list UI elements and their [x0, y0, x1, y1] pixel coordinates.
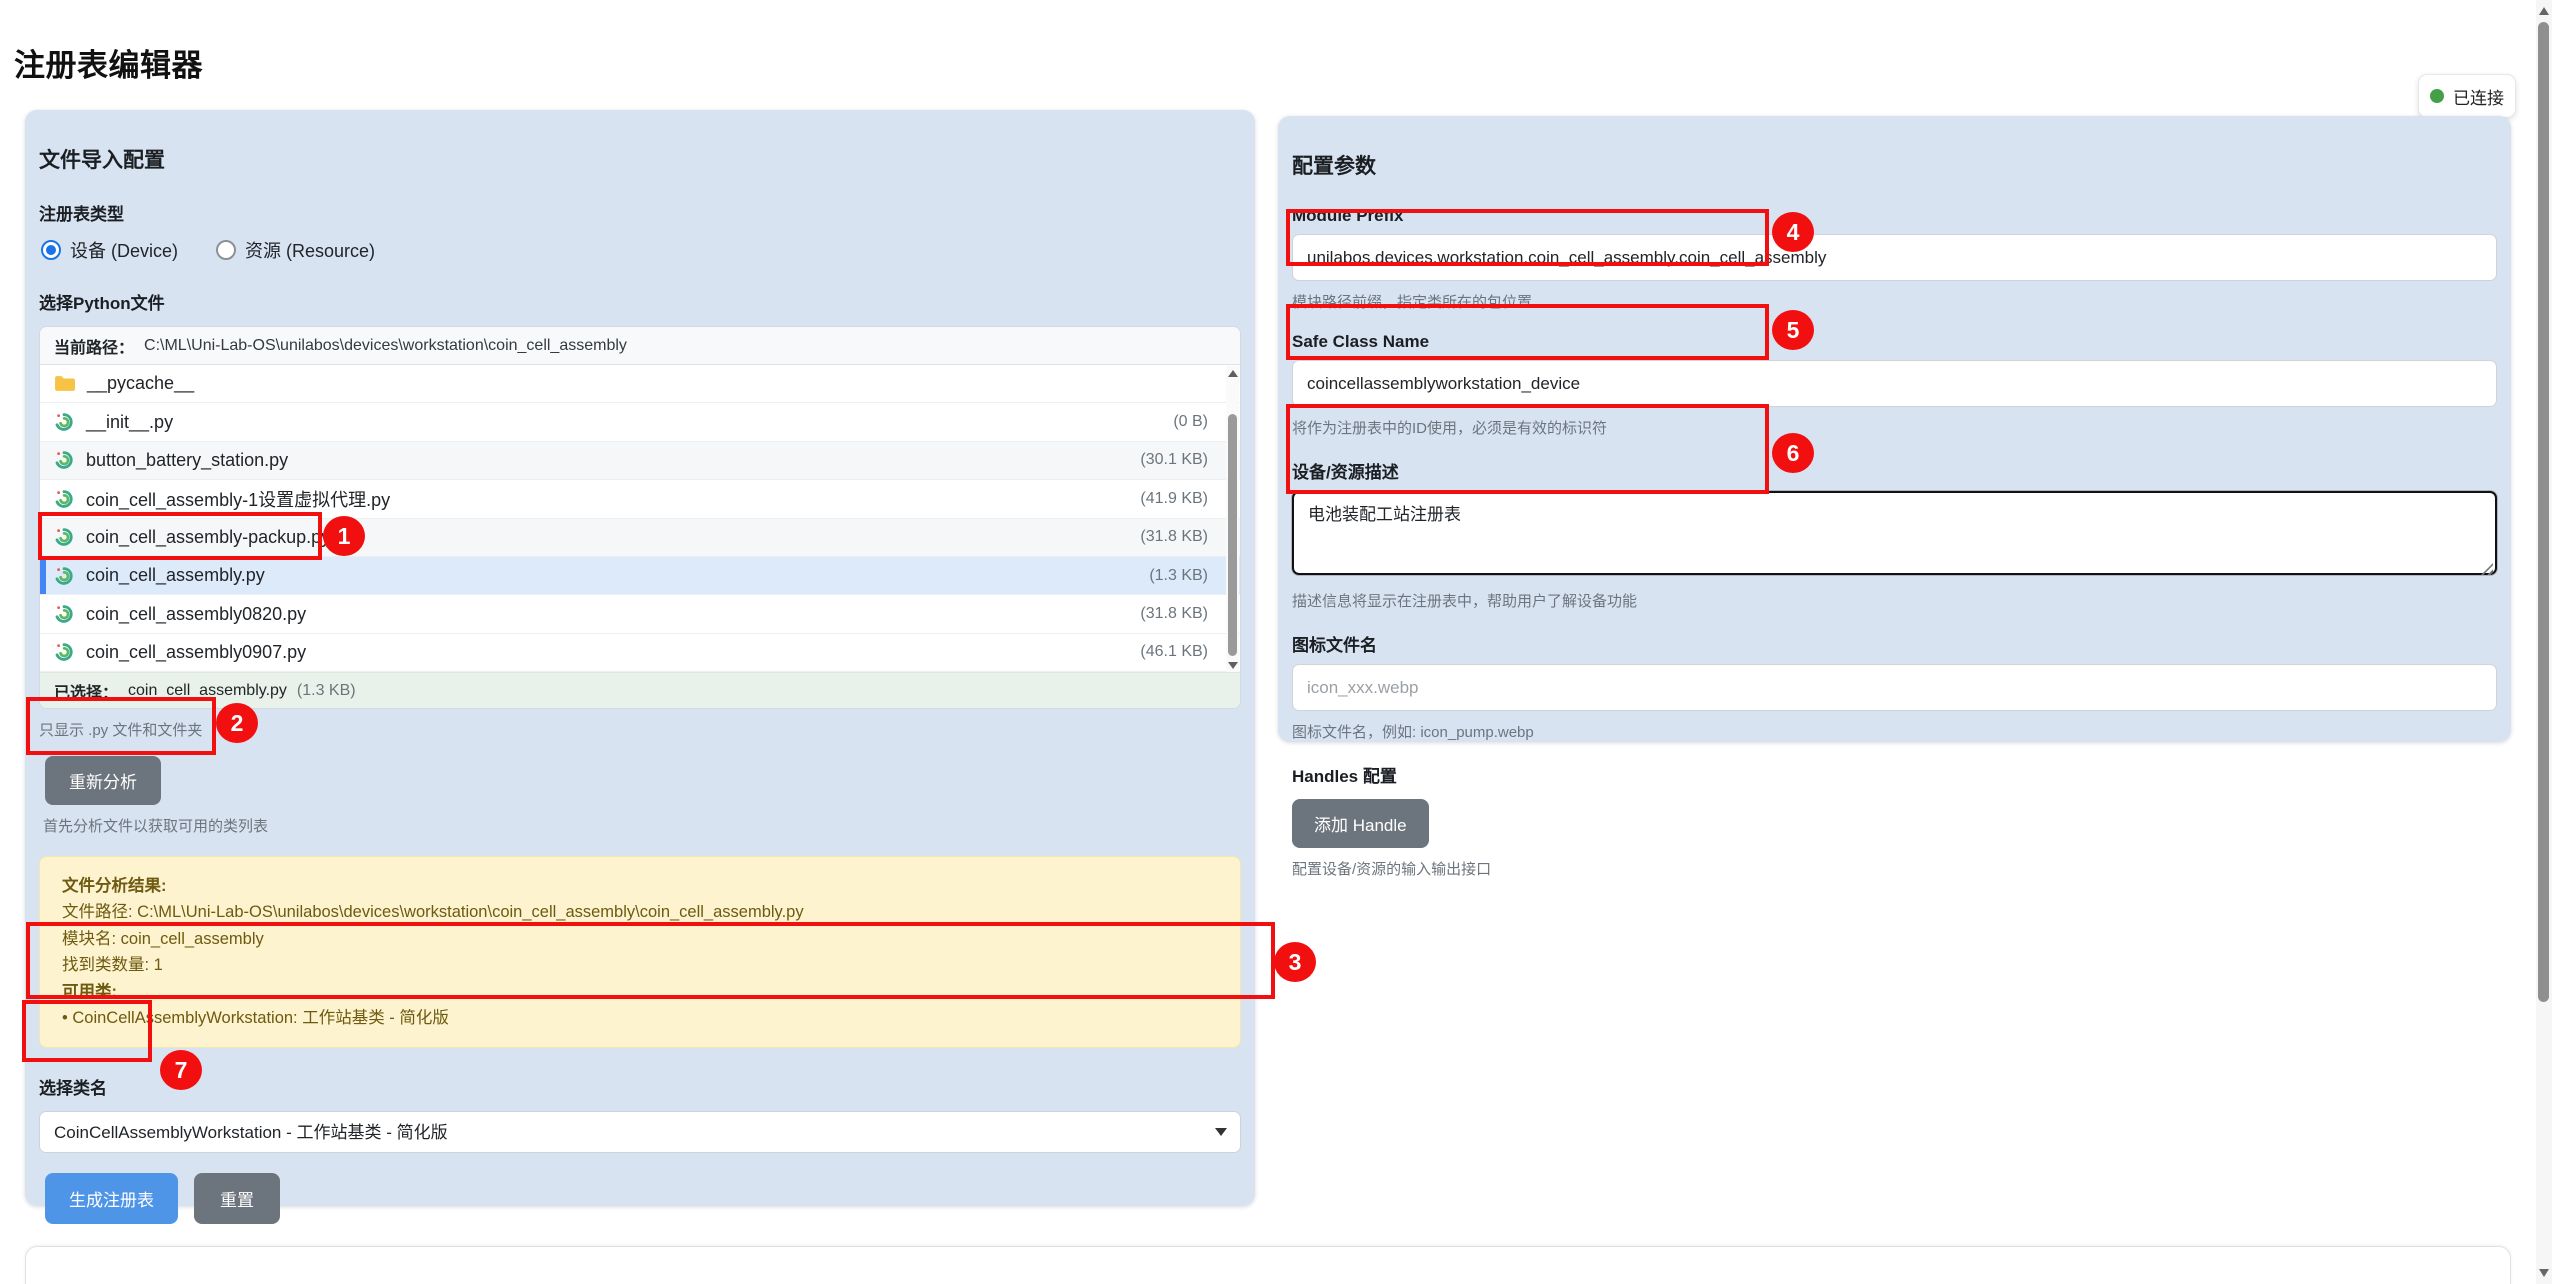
- selected-file-bar: 已选择： coin_cell_assembly.py (1.3 KB): [40, 672, 1240, 708]
- safe-class-name-input[interactable]: [1292, 360, 2497, 407]
- analysis-result-box: 文件分析结果: 文件路径: C:\ML\Uni-Lab-OS\unilabos\…: [39, 856, 1241, 1049]
- file-name: __init__.py: [86, 411, 174, 432]
- current-path-label: 当前路径：: [54, 339, 135, 357]
- selected-file-size: (1.3 KB): [296, 681, 356, 699]
- file-filter-hint: 只显示 .py 文件和文件夹: [39, 722, 203, 739]
- file-name: button_battery_station.py: [86, 449, 289, 470]
- file-size: (1.3 KB): [1149, 566, 1208, 584]
- page-scroll-up-icon[interactable]: [2539, 7, 2549, 15]
- module-prefix-input[interactable]: [1292, 234, 2497, 281]
- status-label: 已连接: [2453, 88, 2504, 108]
- analysis-result-title: 文件分析结果:: [62, 877, 167, 895]
- python-file-icon: [54, 527, 74, 547]
- analyze-hint: 首先分析文件以获取可用的类列表: [43, 818, 269, 835]
- registry-type-option-device[interactable]: 设备 (Device): [41, 237, 178, 263]
- file-import-title: 文件导入配置: [39, 149, 165, 172]
- file-size: (31.8 KB): [1140, 605, 1208, 623]
- python-file-icon: [54, 604, 74, 624]
- config-params-panel: 配置参数 Module Prefix 模块路径前缀，指定类所在的包位置 Safe…: [1278, 116, 2511, 878]
- file-row[interactable]: coin_cell_assembly.py (1.3 KB): [40, 556, 1240, 596]
- analysis-module-name: 模块名: coin_cell_assembly: [62, 929, 264, 948]
- python-file-icon: [54, 642, 74, 662]
- class-select-dropdown[interactable]: CoinCellAssemblyWorkstation - 工作站基类 - 简化…: [39, 1111, 1241, 1154]
- radio-label: 设备 (Device): [70, 241, 179, 261]
- python-file-icon: [54, 489, 74, 509]
- icon-file-hint: 图标文件名，例如: icon_pump.webp: [1292, 724, 1534, 741]
- analysis-class-count: 找到类数量: 1: [62, 956, 163, 975]
- handles-config-label: Handles 配置: [1292, 767, 1397, 786]
- registry-type-group: 设备 (Device) 资源 (Resource): [41, 237, 1241, 263]
- bottom-card: [25, 1246, 2511, 1284]
- radio-label: 资源 (Resource): [245, 241, 376, 261]
- python-file-icon: [54, 412, 74, 432]
- reanalyze-button[interactable]: 重新分析: [45, 756, 161, 805]
- file-name: __pycache__: [87, 373, 195, 394]
- add-handle-button[interactable]: 添加 Handle: [1292, 799, 1429, 848]
- radio-icon[interactable]: [41, 240, 61, 260]
- file-browser: 当前路径： C:\ML\Uni-Lab-OS\unilabos\devices\…: [39, 326, 1241, 709]
- file-row[interactable]: coin_cell_assembly0820.py (31.8 KB): [40, 595, 1240, 634]
- python-file-label: 选择Python文件: [39, 294, 165, 313]
- file-name: coin_cell_assembly.py: [86, 565, 265, 586]
- file-row[interactable]: __pycache__: [40, 365, 1240, 404]
- description-label: 设备/资源描述: [1292, 463, 1399, 482]
- file-list-scrollbar[interactable]: [1226, 366, 1239, 672]
- page-scrollbar[interactable]: [2536, 0, 2552, 1284]
- module-prefix-hint: 模块路径前缀，指定类所在的包位置: [1292, 294, 1533, 311]
- selected-file-name: coin_cell_assembly.py: [128, 681, 287, 699]
- safe-class-name-hint: 将作为注册表中的ID使用，必须是有效的标识符: [1292, 420, 1608, 437]
- page-title: 注册表编辑器: [14, 48, 203, 83]
- radio-icon[interactable]: [216, 240, 237, 260]
- analysis-available-class: • CoinCellAssemblyWorkstation: 工作站基类 - 简…: [62, 1008, 449, 1027]
- file-row[interactable]: coin_cell_assembly-1设置虚拟代理.py (41.9 KB): [40, 480, 1240, 519]
- file-size: (0 B): [1173, 413, 1208, 431]
- page-scroll-down-icon[interactable]: [2539, 1269, 2549, 1277]
- analysis-file-path: 文件路径: C:\ML\Uni-Lab-OS\unilabos\devices\…: [62, 903, 804, 922]
- file-name: coin_cell_assembly0820.py: [86, 603, 307, 624]
- registry-type-label: 注册表类型: [39, 205, 124, 224]
- page-scroll-thumb[interactable]: [2538, 22, 2549, 1002]
- description-hint: 描述信息将显示在注册表中，帮助用户了解设备功能: [1292, 593, 1638, 610]
- file-list-scroll-thumb[interactable]: [1228, 414, 1237, 656]
- file-row[interactable]: button_battery_station.py (30.1 KB): [40, 441, 1240, 481]
- safe-class-name-label: Safe Class Name: [1292, 332, 1430, 351]
- file-size: (41.9 KB): [1140, 489, 1208, 507]
- icon-file-label: 图标文件名: [1292, 636, 1377, 655]
- current-path-value: C:\ML\Uni-Lab-OS\unilabos\devices\workst…: [144, 336, 627, 354]
- selected-file-label: 已选择：: [54, 684, 119, 702]
- registry-type-option-resource[interactable]: 资源 (Resource): [216, 237, 375, 263]
- python-file-icon: [54, 566, 74, 586]
- file-size: (30.1 KB): [1140, 451, 1208, 469]
- config-params-title: 配置参数: [1292, 155, 1376, 178]
- file-row[interactable]: __init__.py (0 B): [40, 403, 1240, 442]
- handles-hint: 配置设备/资源的输入输出接口: [1292, 861, 1492, 878]
- generate-registry-button[interactable]: 生成注册表: [45, 1173, 178, 1225]
- analysis-available-label: 可用类:: [62, 982, 117, 1001]
- module-prefix-label: Module Prefix: [1292, 206, 1404, 225]
- file-import-panel: 文件导入配置 注册表类型 设备 (Device) 资源 (Resource) 选择…: [25, 110, 1255, 1284]
- current-path-bar: 当前路径： C:\ML\Uni-Lab-OS\unilabos\devices\…: [40, 327, 1240, 365]
- file-row[interactable]: coin_cell_assembly-packup.py (31.8 KB): [40, 518, 1240, 557]
- reset-button[interactable]: 重置: [194, 1173, 280, 1225]
- annotation-marker-3: 3: [1274, 942, 1316, 982]
- python-file-icon: [54, 450, 74, 470]
- file-row[interactable]: coin_cell_assembly0907.py (46.1 KB): [40, 634, 1240, 672]
- file-name: coin_cell_assembly-packup.py: [86, 526, 331, 547]
- scroll-up-icon[interactable]: [1227, 370, 1238, 377]
- status-dot-icon: [2430, 89, 2444, 103]
- file-list: __pycache__ __init__.py (0 B) button_batter…: [40, 365, 1240, 672]
- class-select-label: 选择类名: [39, 1079, 107, 1099]
- icon-file-input[interactable]: [1292, 664, 2497, 711]
- scroll-down-icon[interactable]: [1227, 662, 1238, 669]
- file-size: (31.8 KB): [1140, 528, 1208, 546]
- connection-status-badge: 已连接: [2418, 74, 2516, 118]
- file-size: (46.1 KB): [1140, 643, 1208, 661]
- folder-icon: [54, 375, 75, 392]
- file-name: coin_cell_assembly0907.py: [86, 641, 307, 662]
- file-name: coin_cell_assembly-1设置虚拟代理.py: [86, 489, 391, 510]
- description-textarea[interactable]: 电池装配工站注册表: [1292, 491, 2497, 575]
